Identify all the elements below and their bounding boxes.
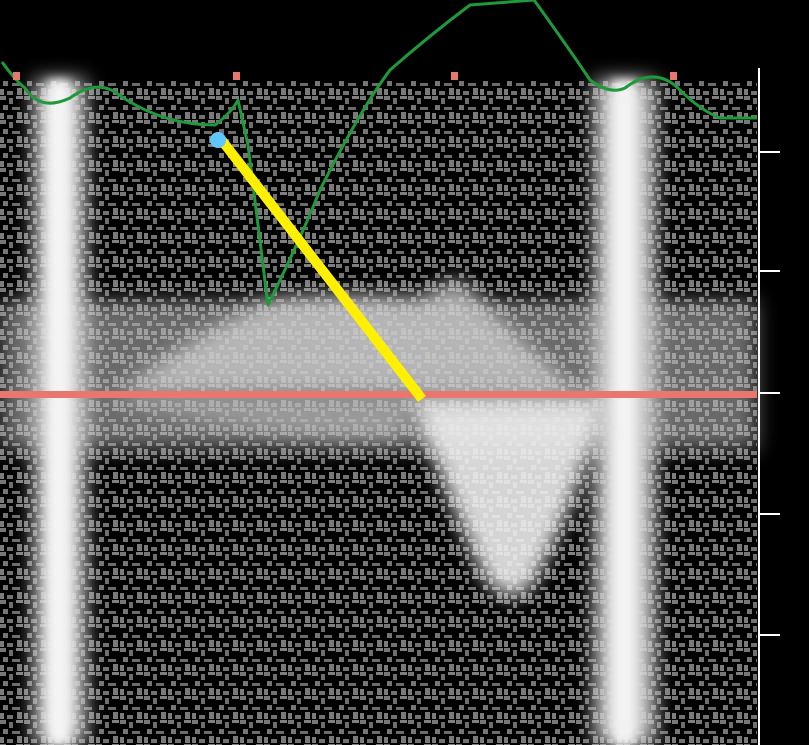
ecg-markers xyxy=(13,72,677,80)
ecg-marker xyxy=(13,72,20,80)
ecg-marker xyxy=(451,72,458,80)
reverse-flow-low xyxy=(100,398,420,440)
ecg-marker xyxy=(233,72,240,80)
wall-artifact-left xyxy=(48,80,70,745)
wall-artifact-right xyxy=(612,80,636,745)
reverse-flow-envelope xyxy=(410,398,600,597)
measurement-caliper-line[interactable] xyxy=(216,134,426,403)
baseline xyxy=(0,391,757,398)
forward-flow-signal xyxy=(120,280,580,392)
forward-flow-envelope xyxy=(120,280,580,392)
velocity-scale xyxy=(758,68,780,745)
caliper-handle[interactable] xyxy=(210,132,226,148)
ecg-trace xyxy=(0,0,757,307)
wall-artifact-group xyxy=(35,80,655,745)
reverse-flow-signal xyxy=(100,398,600,597)
ecg-marker xyxy=(670,72,677,80)
